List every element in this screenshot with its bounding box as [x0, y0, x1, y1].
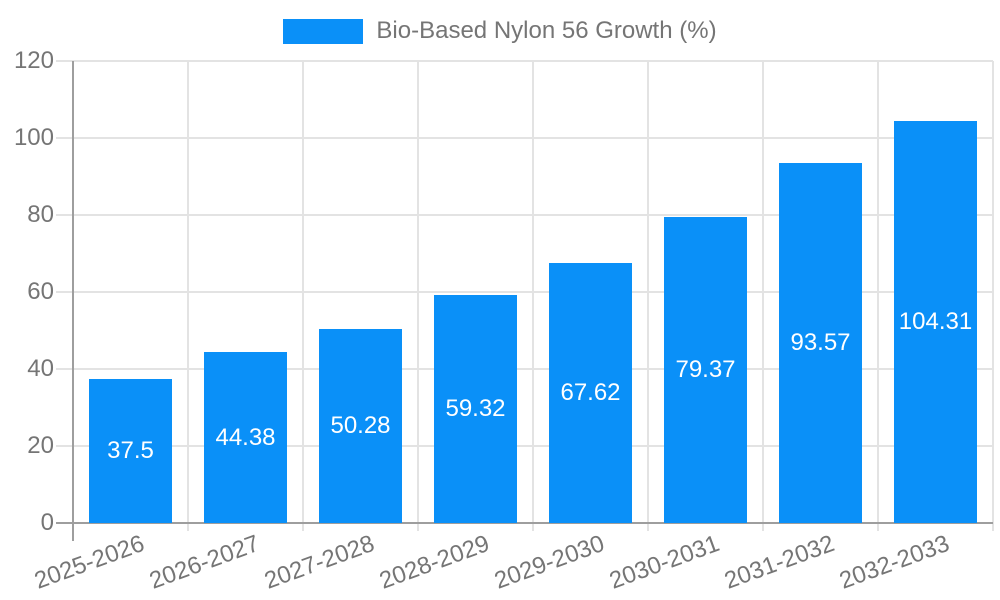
x-gridline [532, 61, 534, 531]
y-tick-label: 120 [13, 47, 54, 74]
x-tick-label-box: 2027-2028 [69, 530, 378, 595]
y-gridline [56, 368, 993, 370]
bar-value-label: 67.62 [560, 378, 621, 406]
x-tick-label: 2026-2027 [145, 530, 263, 595]
x-gridline [302, 61, 304, 531]
y-tick-label: 60 [27, 278, 54, 305]
y-gridline [56, 291, 993, 293]
x-axis-line [56, 522, 993, 524]
legend-label: Bio-Based Nylon 56 Growth (%) [376, 17, 717, 44]
x-tick-label-box: 2029-2030 [299, 530, 608, 595]
bar-value-label: 44.38 [215, 423, 276, 451]
x-gridline [992, 61, 994, 531]
y-tick-label: 80 [27, 201, 54, 228]
bar[interactable]: 50.28 [319, 329, 402, 523]
x-tick-label: 2031-2032 [720, 530, 838, 595]
bar[interactable]: 93.57 [779, 162, 862, 523]
x-tick-label: 2029-2030 [490, 530, 608, 595]
x-gridline [762, 61, 764, 531]
legend-item[interactable]: Bio-Based Nylon 56 Growth (%) [283, 17, 717, 45]
x-tick-label: 2032-2033 [835, 530, 953, 595]
bar[interactable]: 104.31 [894, 121, 977, 523]
y-gridline [56, 214, 993, 216]
x-gridline [417, 61, 419, 531]
y-tick-label: 0 [40, 509, 54, 536]
bar-value-label: 93.57 [790, 328, 851, 356]
y-tick-label: 40 [27, 355, 54, 382]
x-gridline [877, 61, 879, 531]
bar[interactable]: 59.32 [434, 294, 517, 523]
y-tick-label: 100 [13, 124, 54, 151]
bar-value-label: 37.5 [107, 436, 154, 464]
x-tick-label-box: 2030-2031 [414, 530, 723, 595]
x-tick-label: 2027-2028 [260, 530, 378, 595]
x-tick-label-box: 2028-2029 [184, 530, 493, 595]
y-gridline [56, 60, 993, 62]
bar-value-label: 104.31 [898, 308, 973, 336]
x-gridline [187, 61, 189, 531]
x-tick-label: 2025-2026 [30, 530, 148, 595]
x-gridline [647, 61, 649, 531]
x-tick-label: 2030-2031 [605, 530, 723, 595]
bar[interactable]: 67.62 [549, 262, 632, 523]
bar-value-label: 79.37 [675, 356, 736, 384]
legend: Bio-Based Nylon 56 Growth (%) [0, 17, 1000, 45]
x-tick-label-box: 2032-2033 [644, 530, 953, 595]
y-tick-label: 20 [27, 432, 54, 459]
bar-value-label: 59.32 [445, 394, 506, 422]
y-axis-line [72, 61, 74, 541]
bar[interactable]: 79.37 [664, 217, 747, 523]
y-gridline [56, 137, 993, 139]
bar[interactable]: 37.5 [89, 378, 172, 523]
bar-value-label: 50.28 [330, 412, 391, 440]
legend-swatch [283, 18, 364, 44]
bar[interactable]: 44.38 [204, 352, 287, 523]
x-tick-label: 2028-2029 [375, 530, 493, 595]
x-tick-label-box: 2031-2032 [529, 530, 838, 595]
y-gridline [56, 445, 993, 447]
